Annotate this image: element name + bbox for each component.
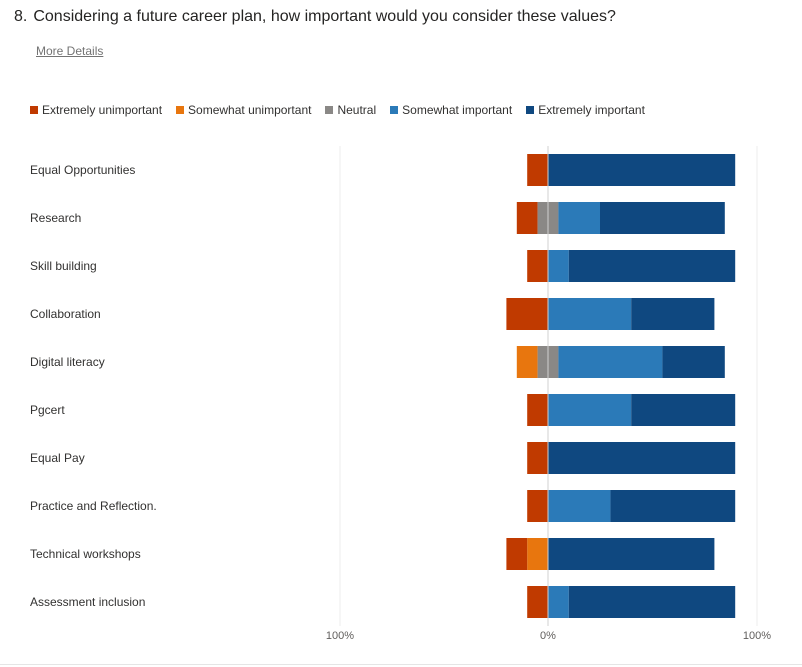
bar-extremely-important: [548, 154, 736, 186]
legend-label: Extremely important: [538, 103, 645, 117]
bar-somewhat-important: [558, 346, 663, 378]
bar-extremely-unimportant: [506, 538, 528, 570]
x-tick-label: 0%: [540, 630, 556, 642]
x-tick-label: 100%: [326, 630, 354, 642]
legend-swatch: [30, 106, 38, 114]
category-label: Skill building: [30, 259, 97, 273]
bottom-divider: [0, 664, 802, 665]
bar-extremely-unimportant: [527, 442, 548, 474]
bar-somewhat-important: [558, 202, 600, 234]
bar-somewhat-important: [548, 586, 569, 618]
x-tick-label: 100%: [743, 630, 771, 642]
bar-somewhat-unimportant: [516, 346, 538, 378]
legend-label: Somewhat unimportant: [188, 103, 312, 117]
legend-item-somewhat-important: Somewhat important: [390, 103, 512, 117]
bar-extremely-important: [600, 202, 725, 234]
legend-swatch: [526, 106, 535, 114]
legend-item-somewhat-unimportant: Somewhat unimportant: [176, 103, 311, 117]
bar-extremely-important: [631, 298, 715, 330]
category-label: Digital literacy: [30, 355, 105, 369]
bar-extremely-unimportant: [527, 154, 548, 186]
bar-extremely-important: [610, 490, 736, 522]
legend-label: Neutral: [337, 103, 377, 117]
bar-somewhat-important: [548, 250, 569, 282]
question-title: 8. Considering a future career plan, how …: [14, 8, 616, 26]
bar-extremely-unimportant: [516, 202, 538, 234]
bar-extremely-unimportant: [527, 586, 548, 618]
question-text: Considering a future career plan, how im…: [33, 8, 616, 25]
category-label: Collaboration: [30, 307, 101, 321]
category-label: Research: [30, 211, 81, 225]
legend-swatch: [176, 106, 185, 114]
legend-swatch: [390, 106, 399, 114]
bar-somewhat-important: [548, 394, 632, 426]
legend-item-extremely-unimportant: Extremely unimportant: [30, 103, 162, 117]
bar-extremely-important: [631, 394, 736, 426]
bar-extremely-unimportant: [527, 490, 548, 522]
category-label: Equal Pay: [30, 451, 85, 465]
bar-extremely-important: [568, 250, 736, 282]
category-label: Assessment inclusion: [30, 595, 145, 609]
bar-extremely-important: [662, 346, 725, 378]
category-label: Pgcert: [30, 403, 65, 417]
bar-extremely-important: [548, 538, 715, 570]
category-label: Practice and Reflection.: [30, 499, 157, 513]
bar-somewhat-important: [548, 490, 611, 522]
legend-item-neutral: Neutral: [325, 103, 376, 117]
more-details-link[interactable]: More Details: [36, 44, 104, 58]
bar-somewhat-unimportant: [527, 538, 548, 570]
bar-somewhat-important: [548, 298, 632, 330]
legend-swatch: [325, 106, 334, 114]
bar-extremely-unimportant: [506, 298, 548, 330]
legend-item-extremely-important: Extremely important: [526, 103, 645, 117]
legend-label: Extremely unimportant: [42, 103, 163, 117]
bar-extremely-unimportant: [527, 394, 548, 426]
category-label: Technical workshops: [30, 547, 141, 561]
legend-label: Somewhat important: [402, 103, 513, 117]
bar-extremely-important: [548, 442, 736, 474]
bar-extremely-unimportant: [527, 250, 548, 282]
question-number: 8.: [14, 8, 28, 25]
bar-extremely-important: [568, 586, 736, 618]
category-label: Equal Opportunities: [30, 163, 135, 177]
chart-legend: Extremely unimportant Somewhat unimportan…: [30, 103, 659, 117]
